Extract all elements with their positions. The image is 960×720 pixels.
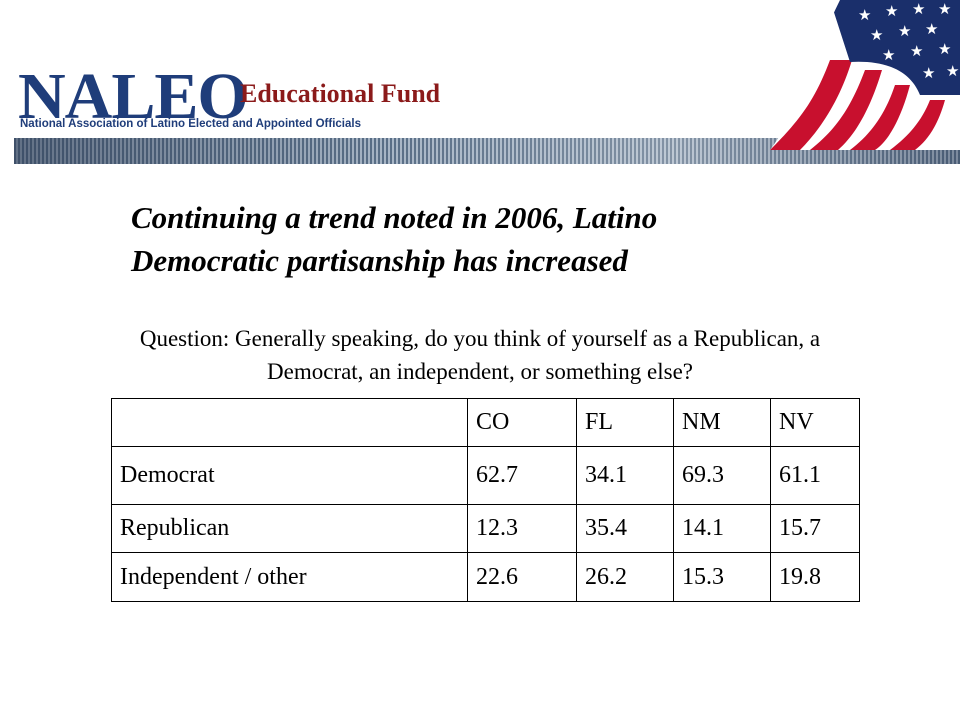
header-cell-co: CO [467,398,577,447]
slide-title-line1: Continuing a trend noted in 2006, Latino [131,200,658,235]
slide-title: Continuing a trend noted in 2006, Latino… [131,196,851,282]
header-cell-nm: NM [673,398,771,447]
row-label: Democrat [111,446,468,505]
table-cell: 34.1 [576,446,674,505]
survey-question: Question: Generally speaking, do you thi… [40,322,920,388]
table-cell: 26.2 [576,552,674,602]
slide-title-line2: Democratic partisanship has increased [131,243,628,278]
table-cell: 61.1 [770,446,860,505]
svg-text:★: ★ [938,40,951,58]
table-cell: 22.6 [467,552,577,602]
table-cell: 19.8 [770,552,860,602]
svg-text:★: ★ [912,0,925,18]
logo-subtitle-text: National Association of Latino Elected a… [20,118,361,130]
header-cell-fl: FL [576,398,674,447]
table-cell: 12.3 [467,504,577,553]
survey-question-line2: Democrat, an independent, or something e… [267,359,693,384]
svg-text:★: ★ [938,0,951,18]
header-cell-empty [111,398,468,447]
american-flag-icon: ★ ★ ★ ★ ★ ★ ★ ★ ★ ★ ★ ★ [770,0,960,150]
svg-text:★: ★ [910,42,923,60]
row-label: Independent / other [111,552,468,602]
header-cell-nv: NV [770,398,860,447]
row-label: Republican [111,504,468,553]
survey-question-line1: Question: Generally speaking, do you thi… [139,326,821,351]
svg-text:★: ★ [870,26,883,44]
table-row: Democrat 62.7 34.1 69.3 61.1 [111,446,860,505]
table-header-row: CO FL NM NV [111,398,860,447]
logo-educational-fund-text: Educational Fund [240,79,441,108]
svg-text:★: ★ [885,2,898,20]
naleo-logo: NALEO Educational Fund National Associat… [18,64,478,134]
table-cell: 15.7 [770,504,860,553]
header-banner: NALEO Educational Fund National Associat… [0,0,960,170]
table-cell: 14.1 [673,504,771,553]
svg-text:★: ★ [898,22,911,40]
svg-text:★: ★ [882,46,895,64]
table-cell: 35.4 [576,504,674,553]
table-row: Independent / other 22.6 26.2 15.3 19.8 [111,552,860,602]
table-row: Republican 12.3 35.4 14.1 15.7 [111,504,860,553]
svg-text:★: ★ [925,20,938,38]
table-cell: 69.3 [673,446,771,505]
svg-text:★: ★ [946,62,959,80]
table-cell: 15.3 [673,552,771,602]
table-cell: 62.7 [467,446,577,505]
svg-text:★: ★ [858,6,871,24]
partisanship-table: CO FL NM NV Democrat 62.7 34.1 69.3 61.1… [111,398,860,602]
logo-main-text: NALEO [18,60,249,133]
svg-text:★: ★ [922,64,935,82]
